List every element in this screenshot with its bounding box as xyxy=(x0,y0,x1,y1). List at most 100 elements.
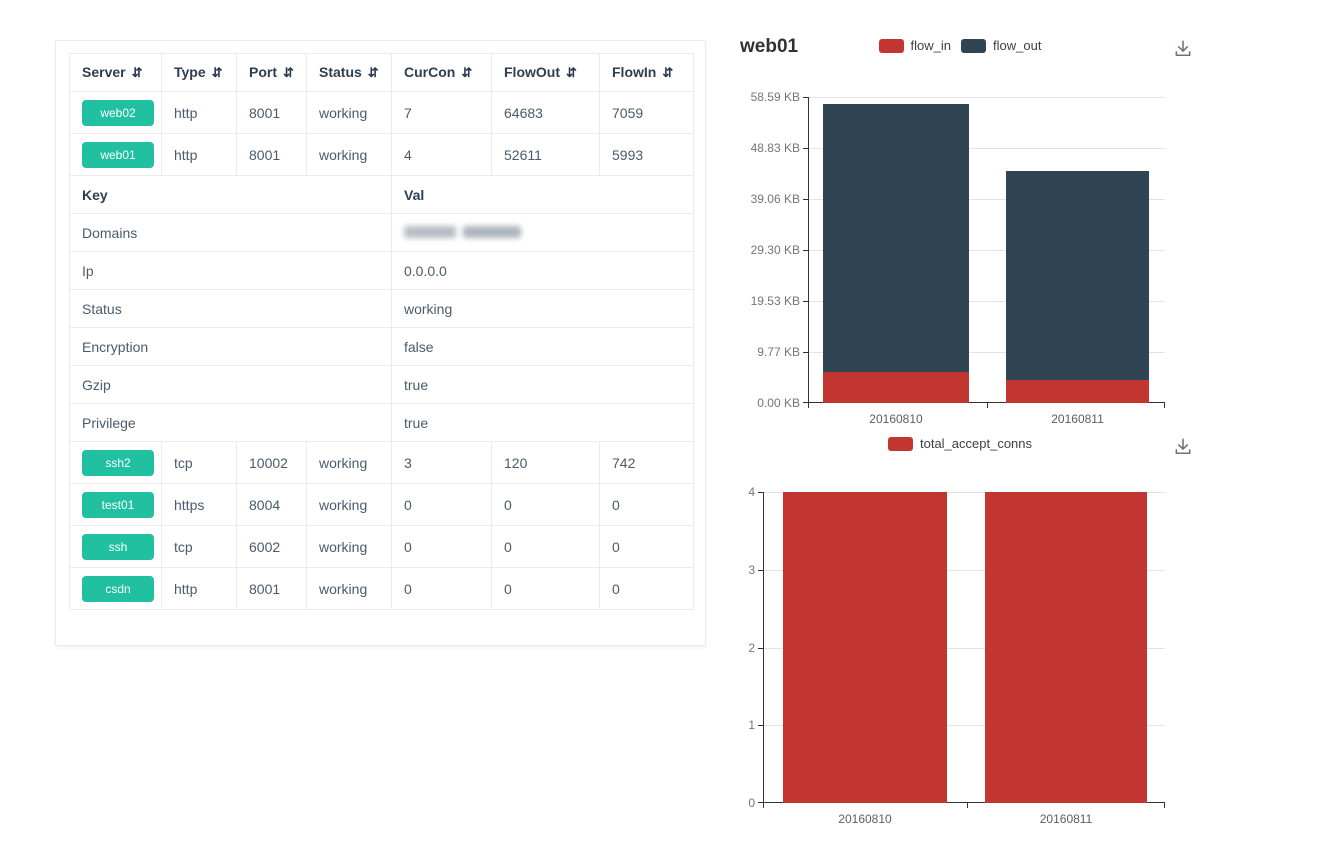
y-tick-mark xyxy=(803,148,808,149)
sort-icon[interactable]: ⇵ xyxy=(211,65,223,80)
column-header-status[interactable]: Status ⇵ xyxy=(306,53,392,92)
kv-val-header: Val xyxy=(391,175,694,214)
kv-row: Domains xyxy=(69,213,694,252)
column-header-curcon[interactable]: CurCon ⇵ xyxy=(391,53,492,92)
y-tick-label: 19.53 KB xyxy=(750,294,800,308)
bar-total_accept_conns-20160810 xyxy=(783,492,947,803)
type-cell: http xyxy=(161,567,237,610)
legend-swatch-icon xyxy=(961,38,987,53)
kv-key-header: Key xyxy=(69,175,392,214)
kv-key-cell: Encryption xyxy=(69,327,392,366)
kv-val-cell: true xyxy=(391,365,694,404)
kv-key-cell: Status xyxy=(69,289,392,328)
y-tick-mark xyxy=(758,802,763,803)
y-tick-label: 48.83 KB xyxy=(750,141,800,155)
server-badge[interactable]: ssh xyxy=(82,533,154,560)
grid-line xyxy=(763,492,1165,493)
conns-chart-legend: total_accept_conns xyxy=(720,436,1200,451)
download-icon[interactable] xyxy=(1172,436,1194,458)
legend-swatch-icon xyxy=(878,38,904,53)
legend-item-flow_out[interactable]: flow_out xyxy=(961,38,1041,53)
table-row: ssh2 tcp 10002 working 3 120 742 xyxy=(69,441,694,484)
grid-line xyxy=(808,97,1165,98)
table-row: test01 https 8004 working 0 0 0 xyxy=(69,483,694,526)
legend-item-flow_in[interactable]: flow_in xyxy=(878,38,952,53)
kv-row: Encryption false xyxy=(69,327,694,366)
charts-panel: web01 flow_in flow_out 58.59 KB 48.83 KB 39… xyxy=(720,0,1200,860)
status-cell: working xyxy=(306,483,392,526)
column-label: Server xyxy=(82,64,126,80)
status-cell: working xyxy=(306,441,392,484)
column-header-server[interactable]: Server ⇵ xyxy=(69,53,162,92)
grid-line xyxy=(808,148,1165,149)
y-tick-label: 39.06 KB xyxy=(750,192,800,206)
kv-row: Status working xyxy=(69,289,694,328)
curcon-cell: 0 xyxy=(391,483,492,526)
server-badge[interactable]: test01 xyxy=(82,491,154,518)
y-tick-mark xyxy=(803,301,808,302)
server-cell: ssh2 xyxy=(69,441,162,484)
y-tick-mark xyxy=(758,570,763,571)
x-tick-mark xyxy=(763,803,764,808)
flowout-cell: 120 xyxy=(491,441,600,484)
server-badge[interactable]: csdn xyxy=(82,575,154,602)
kv-val-cell: false xyxy=(391,327,694,366)
server-table: Server ⇵ Type ⇵ Port ⇵ Status ⇵ CurCon ⇵ FlowOut ⇵ F… xyxy=(69,53,694,610)
column-label: Type xyxy=(174,64,206,80)
bar-total_accept_conns-20160811 xyxy=(985,492,1147,803)
table-row: web01 http 8001 working 4 52611 5993 xyxy=(69,133,694,176)
chart-title: web01 xyxy=(740,36,799,57)
legend-label: flow_out xyxy=(993,38,1042,53)
column-label: FlowOut xyxy=(504,64,560,80)
column-header-type[interactable]: Type ⇵ xyxy=(161,53,237,92)
kv-key-cell: Gzip xyxy=(69,365,392,404)
server-badge[interactable]: web01 xyxy=(82,141,154,168)
server-cell: test01 xyxy=(69,483,162,526)
server-table-body: web02 http 8001 working 7 64683 7059 web01 http 8… xyxy=(69,91,694,610)
flowout-cell: 0 xyxy=(491,567,600,610)
bar-flow_out-20160810 xyxy=(823,104,969,372)
grid-line xyxy=(763,570,1165,571)
column-header-flowin[interactable]: FlowIn ⇵ xyxy=(599,53,694,92)
server-badge[interactable]: ssh2 xyxy=(82,449,154,476)
sort-icon[interactable]: ⇵ xyxy=(662,65,674,80)
flowout-cell: 0 xyxy=(491,525,600,568)
download-icon[interactable] xyxy=(1172,38,1194,60)
legend-label: total_accept_conns xyxy=(919,436,1033,451)
redacted-value xyxy=(404,225,528,241)
port-cell: 10002 xyxy=(236,441,307,484)
sort-icon[interactable]: ⇵ xyxy=(131,65,143,80)
y-tick-label: 0.00 KB xyxy=(757,396,800,410)
bar-flow_in-20160810 xyxy=(823,372,969,403)
type-cell: tcp xyxy=(161,525,237,568)
x-axis-line xyxy=(763,802,1165,803)
legend-item-total_accept_conns[interactable]: total_accept_conns xyxy=(887,436,1033,451)
x-tick-label: 20160811 xyxy=(1051,412,1104,426)
bar-flow_out-20160811 xyxy=(1006,171,1149,380)
x-axis-line xyxy=(808,402,1165,403)
server-badge[interactable]: web02 xyxy=(82,99,154,126)
flowin-cell: 0 xyxy=(599,525,694,568)
kv-key-cell: Domains xyxy=(69,213,392,252)
sort-icon[interactable]: ⇵ xyxy=(566,65,577,80)
grid-line xyxy=(808,199,1165,200)
y-tick-label: 58.59 KB xyxy=(750,90,800,104)
kv-val-cell: working xyxy=(391,289,694,328)
sort-icon[interactable]: ⇵ xyxy=(461,65,473,80)
curcon-cell: 4 xyxy=(391,133,492,176)
status-cell: working xyxy=(306,567,392,610)
server-cell: web01 xyxy=(69,133,162,176)
legend-label: flow_in xyxy=(910,38,952,53)
x-tick-mark xyxy=(967,803,968,808)
curcon-cell: 7 xyxy=(391,91,492,134)
grid-line xyxy=(763,648,1165,649)
kv-row: Ip 0.0.0.0 xyxy=(69,251,694,290)
grid-line xyxy=(808,352,1165,353)
column-header-flowout[interactable]: FlowOut ⇵ xyxy=(491,53,600,92)
column-header-port[interactable]: Port ⇵ xyxy=(236,53,307,92)
sort-icon[interactable]: ⇵ xyxy=(283,65,294,80)
flowout-cell: 52611 xyxy=(491,133,600,176)
sort-icon[interactable]: ⇵ xyxy=(367,65,379,80)
x-tick-mark xyxy=(1164,803,1165,808)
y-tick-label: 2 xyxy=(748,641,755,655)
